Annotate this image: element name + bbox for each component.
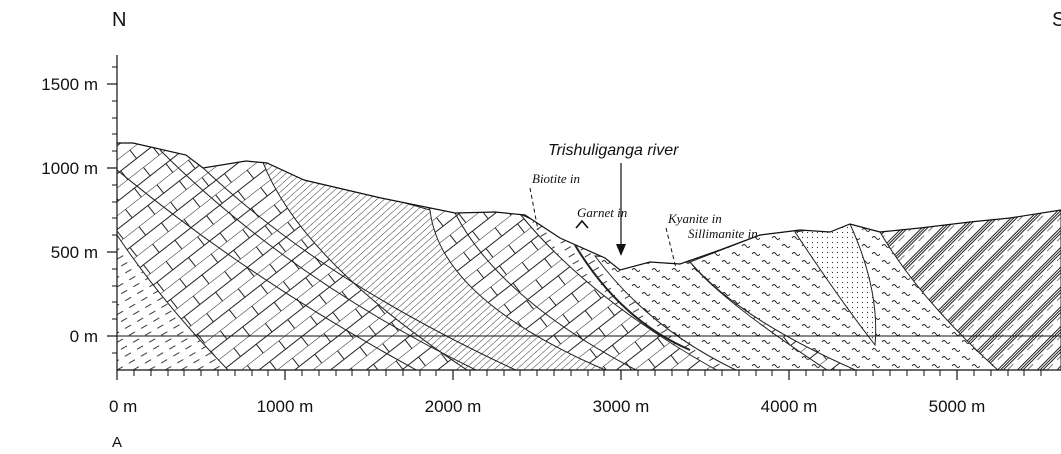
y-tick-label: 500 m [51,243,98,262]
y-tick-label: 1000 m [41,159,98,178]
bedding-trace [117,169,421,370]
x-tick-label: 3000 m [593,397,650,416]
y-axis: 1500 m 1000 m 500 m 0 m [41,55,118,370]
panel-label: A [112,434,122,451]
y-tick-label: 1500 m [41,75,98,94]
unit-schist-base [117,233,232,370]
bedding-trace [454,212,641,370]
isograd-label-biotite: Biotite in [532,171,580,186]
unit-banded-gneiss [879,209,1061,370]
x-axis: 0 m 1000 m 2000 m 3000 m 4000 m 5000 m [109,370,1042,416]
x-tick-label: 1000 m [257,397,314,416]
isograd-line-kyanite [665,227,677,269]
bedding-trace [199,164,521,370]
compass-north-label: N [112,9,126,31]
isograd-label-kyanite: Kyanite in [667,211,722,226]
isograd-line-biotite [529,187,539,231]
topographic-surface [117,142,1061,271]
y-tick-label: 0 m [70,327,98,346]
down-arrow-icon [616,163,626,256]
x-tick-label: 2000 m [425,397,482,416]
unit-quartzite-lens [794,223,877,347]
x-tick-label: 4000 m [761,397,818,416]
river-label: Trishuliganga river [548,142,679,159]
compass-south-label: S [1052,9,1061,31]
bedding-trace [159,149,481,370]
x-tick-label: 0 m [109,397,137,416]
thrust-fault [574,244,691,351]
geologic-units [117,143,1061,370]
thrust-arrow-icon [575,219,589,229]
x-tick-label: 5000 m [929,397,986,416]
isograd-label-sillimanite: Sillimanite in [688,226,758,241]
isograd-label-garnet: Garnet in [577,205,627,220]
